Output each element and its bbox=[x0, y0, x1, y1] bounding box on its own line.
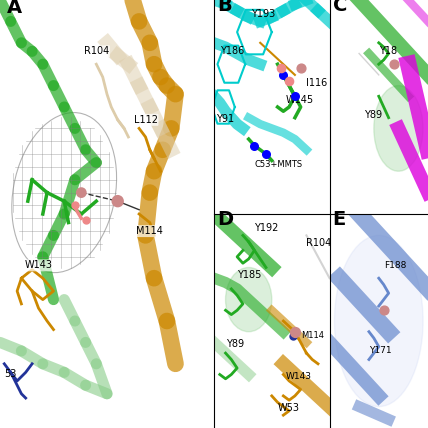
Text: Y171: Y171 bbox=[369, 346, 392, 355]
Ellipse shape bbox=[374, 86, 423, 171]
Text: L112: L112 bbox=[134, 115, 158, 125]
Text: W53: W53 bbox=[277, 403, 300, 413]
Text: 53: 53 bbox=[5, 369, 17, 379]
Ellipse shape bbox=[226, 268, 272, 332]
Text: Y91: Y91 bbox=[216, 114, 235, 124]
Point bbox=[289, 333, 296, 339]
Text: B: B bbox=[217, 0, 232, 15]
Point bbox=[82, 217, 89, 224]
Text: C: C bbox=[333, 0, 347, 15]
Text: F188: F188 bbox=[383, 261, 406, 270]
Text: Y186: Y186 bbox=[220, 45, 244, 56]
Point bbox=[291, 93, 298, 100]
Text: M114: M114 bbox=[300, 331, 324, 340]
Point bbox=[262, 151, 270, 158]
Text: D: D bbox=[217, 210, 234, 229]
Text: W143: W143 bbox=[285, 372, 312, 381]
Text: C53+MMTS: C53+MMTS bbox=[254, 160, 303, 169]
Point bbox=[390, 61, 397, 68]
Text: W143: W143 bbox=[24, 260, 53, 270]
Text: M114: M114 bbox=[137, 226, 163, 236]
Text: A: A bbox=[6, 0, 21, 17]
Point bbox=[291, 328, 298, 335]
Point bbox=[251, 142, 258, 149]
Text: Y185: Y185 bbox=[237, 270, 262, 280]
Text: Y193: Y193 bbox=[251, 9, 275, 19]
Text: Y89: Y89 bbox=[364, 110, 382, 120]
Text: Y192: Y192 bbox=[254, 223, 279, 233]
Text: Y89: Y89 bbox=[226, 339, 244, 349]
Text: W145: W145 bbox=[285, 95, 314, 105]
Point bbox=[286, 78, 293, 85]
Ellipse shape bbox=[335, 235, 423, 407]
Point bbox=[380, 307, 387, 314]
Text: I116: I116 bbox=[306, 77, 328, 88]
Text: Y18: Y18 bbox=[379, 45, 397, 56]
Text: R104: R104 bbox=[306, 238, 332, 248]
Point bbox=[278, 65, 285, 72]
Text: R104: R104 bbox=[84, 46, 109, 56]
Text: E: E bbox=[333, 210, 346, 229]
Point bbox=[114, 198, 121, 205]
Point bbox=[78, 189, 85, 196]
Point bbox=[71, 202, 78, 209]
Point bbox=[280, 71, 287, 78]
Point bbox=[297, 65, 304, 72]
